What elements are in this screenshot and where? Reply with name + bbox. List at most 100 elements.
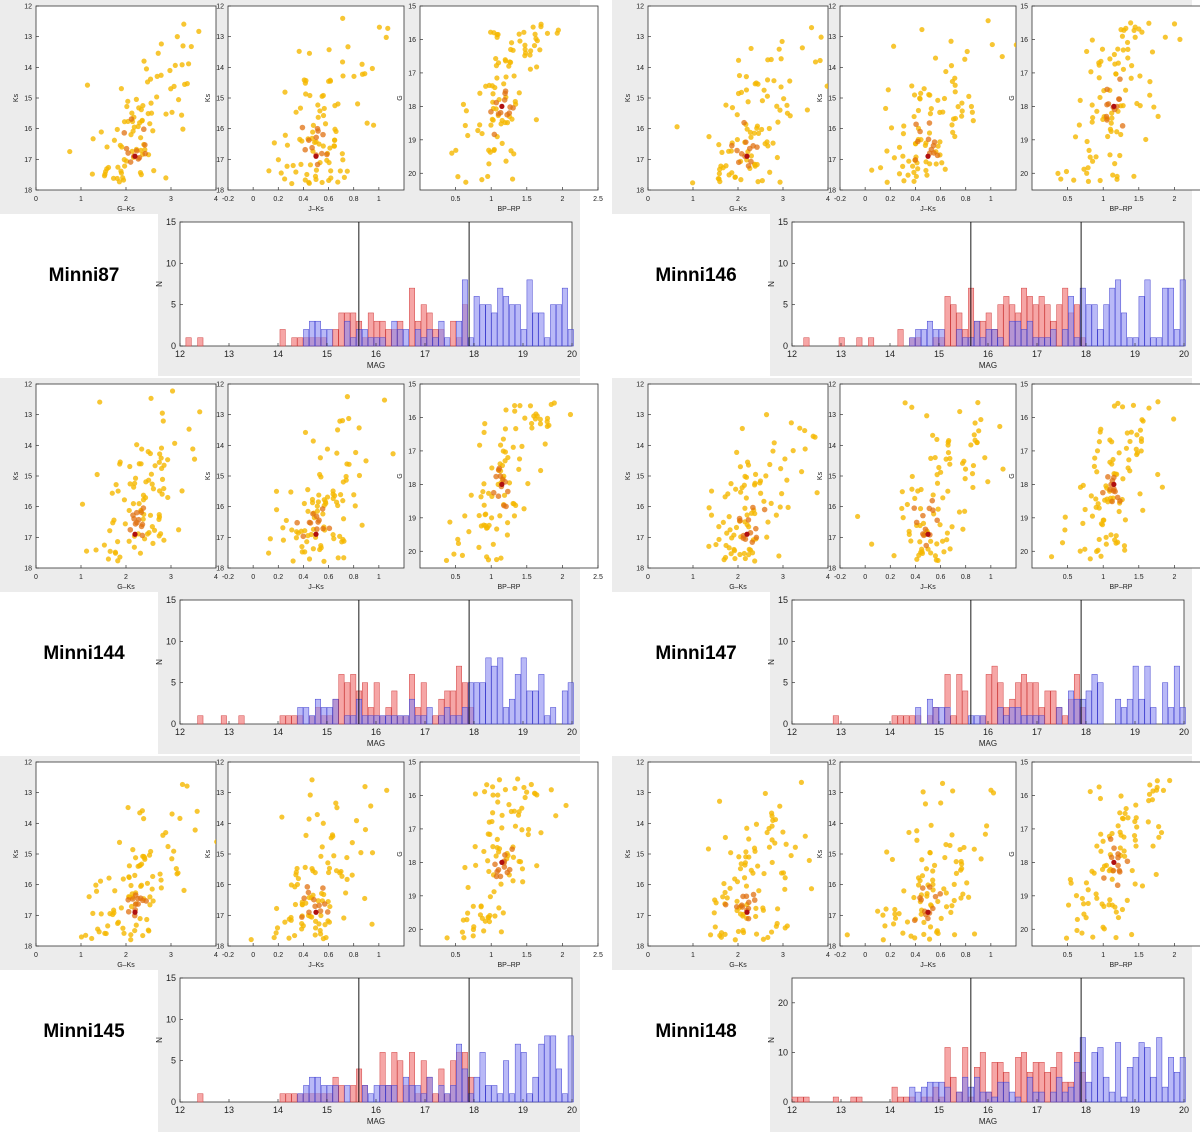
star-point xyxy=(159,491,165,497)
blue-bar xyxy=(956,329,963,347)
scatter-points xyxy=(674,24,828,186)
red-bar xyxy=(1062,715,1069,725)
star-point xyxy=(927,161,933,167)
x-tick-label: 18 xyxy=(469,349,479,359)
star-point xyxy=(735,57,742,63)
scatter-points xyxy=(706,412,820,564)
star-point xyxy=(1117,152,1123,159)
blue-bar xyxy=(344,1085,351,1103)
star-point xyxy=(500,436,506,442)
blue-bar xyxy=(444,337,451,347)
histogram-bars xyxy=(197,1035,574,1103)
x-tick-label: 0.2 xyxy=(273,196,283,203)
star-point-dense xyxy=(493,99,500,106)
star-point-dense xyxy=(501,502,507,509)
star-point-dense xyxy=(745,517,752,523)
star-point xyxy=(120,177,127,183)
star-point-dense xyxy=(1104,86,1110,93)
y-tick-label: 14 xyxy=(828,65,836,72)
star-point xyxy=(934,480,941,486)
star-point xyxy=(1099,46,1106,52)
star-point xyxy=(901,888,907,894)
star-point xyxy=(163,111,169,117)
star-point-dense xyxy=(495,111,502,117)
x-tick-label: 1 xyxy=(989,952,993,959)
blue-bar xyxy=(556,304,562,347)
x-tick-label: 0.5 xyxy=(451,574,461,581)
star-point xyxy=(990,790,997,796)
star-point xyxy=(353,449,359,456)
star-point xyxy=(906,829,912,836)
x-tick-label: 19 xyxy=(518,727,528,737)
star-point xyxy=(748,153,754,159)
x-tick-label: 19 xyxy=(518,349,528,359)
y-tick-label: 14 xyxy=(24,443,32,450)
star-point xyxy=(185,61,192,67)
star-point xyxy=(169,856,175,862)
blue-bar xyxy=(974,1076,980,1103)
y-tick-label: 17 xyxy=(828,913,836,920)
star-point xyxy=(1122,853,1128,859)
star-point xyxy=(141,58,147,64)
star-point xyxy=(945,442,951,448)
blue-bar xyxy=(932,329,939,347)
star-point xyxy=(527,66,533,72)
star-point xyxy=(964,48,970,55)
star-point xyxy=(728,850,734,856)
star-point xyxy=(98,911,104,917)
star-point xyxy=(482,512,488,518)
star-point xyxy=(481,429,487,436)
blue-bar xyxy=(350,337,357,347)
red-bar xyxy=(291,1093,298,1103)
star-point xyxy=(307,92,313,99)
star-point-dense xyxy=(722,901,729,908)
star-point xyxy=(326,78,332,84)
star-point xyxy=(112,888,118,894)
red-bar xyxy=(891,715,898,725)
star-point xyxy=(494,836,500,842)
x-tick-label: 1 xyxy=(1101,952,1105,959)
star-point xyxy=(935,557,941,564)
star-point xyxy=(941,549,947,555)
star-point xyxy=(764,77,771,83)
star-point-dense xyxy=(140,897,146,904)
star-point xyxy=(310,129,316,135)
star-point xyxy=(172,440,178,446)
blue-bar xyxy=(332,698,339,725)
star-point xyxy=(777,803,783,809)
x-tick-label: 1 xyxy=(1101,196,1105,203)
star-point xyxy=(502,426,509,432)
star-point xyxy=(924,891,930,897)
scatter-points xyxy=(248,777,390,943)
star-point xyxy=(147,894,153,900)
star-point xyxy=(1081,911,1087,917)
x-tick-label: 2.5 xyxy=(593,196,603,203)
y-tick-label: 18 xyxy=(408,482,416,489)
blue-bar xyxy=(1150,707,1157,725)
y-tick-label: 17 xyxy=(216,157,224,164)
x-tick-label: 1 xyxy=(489,952,493,959)
star-point-core xyxy=(132,153,138,159)
red-bar xyxy=(432,1093,439,1103)
star-point xyxy=(1088,69,1094,75)
star-point xyxy=(310,546,316,552)
star-point xyxy=(173,866,179,872)
star-point xyxy=(310,122,317,128)
star-point xyxy=(313,918,319,924)
star-point xyxy=(952,133,958,140)
star-point xyxy=(158,445,165,451)
star-point xyxy=(144,916,150,923)
blue-bar xyxy=(373,337,380,347)
x-axis-title: J–Ks xyxy=(920,584,936,591)
y-tick-label: 14 xyxy=(636,65,644,72)
star-point xyxy=(128,882,134,889)
star-point xyxy=(958,858,964,865)
star-point xyxy=(1133,802,1139,808)
star-point xyxy=(982,455,988,461)
star-point xyxy=(732,937,738,943)
y-tick-label: 18 xyxy=(1020,104,1028,111)
star-point xyxy=(722,889,728,896)
blue-bar xyxy=(314,320,321,347)
star-point xyxy=(1087,154,1093,160)
star-point xyxy=(1097,177,1103,184)
